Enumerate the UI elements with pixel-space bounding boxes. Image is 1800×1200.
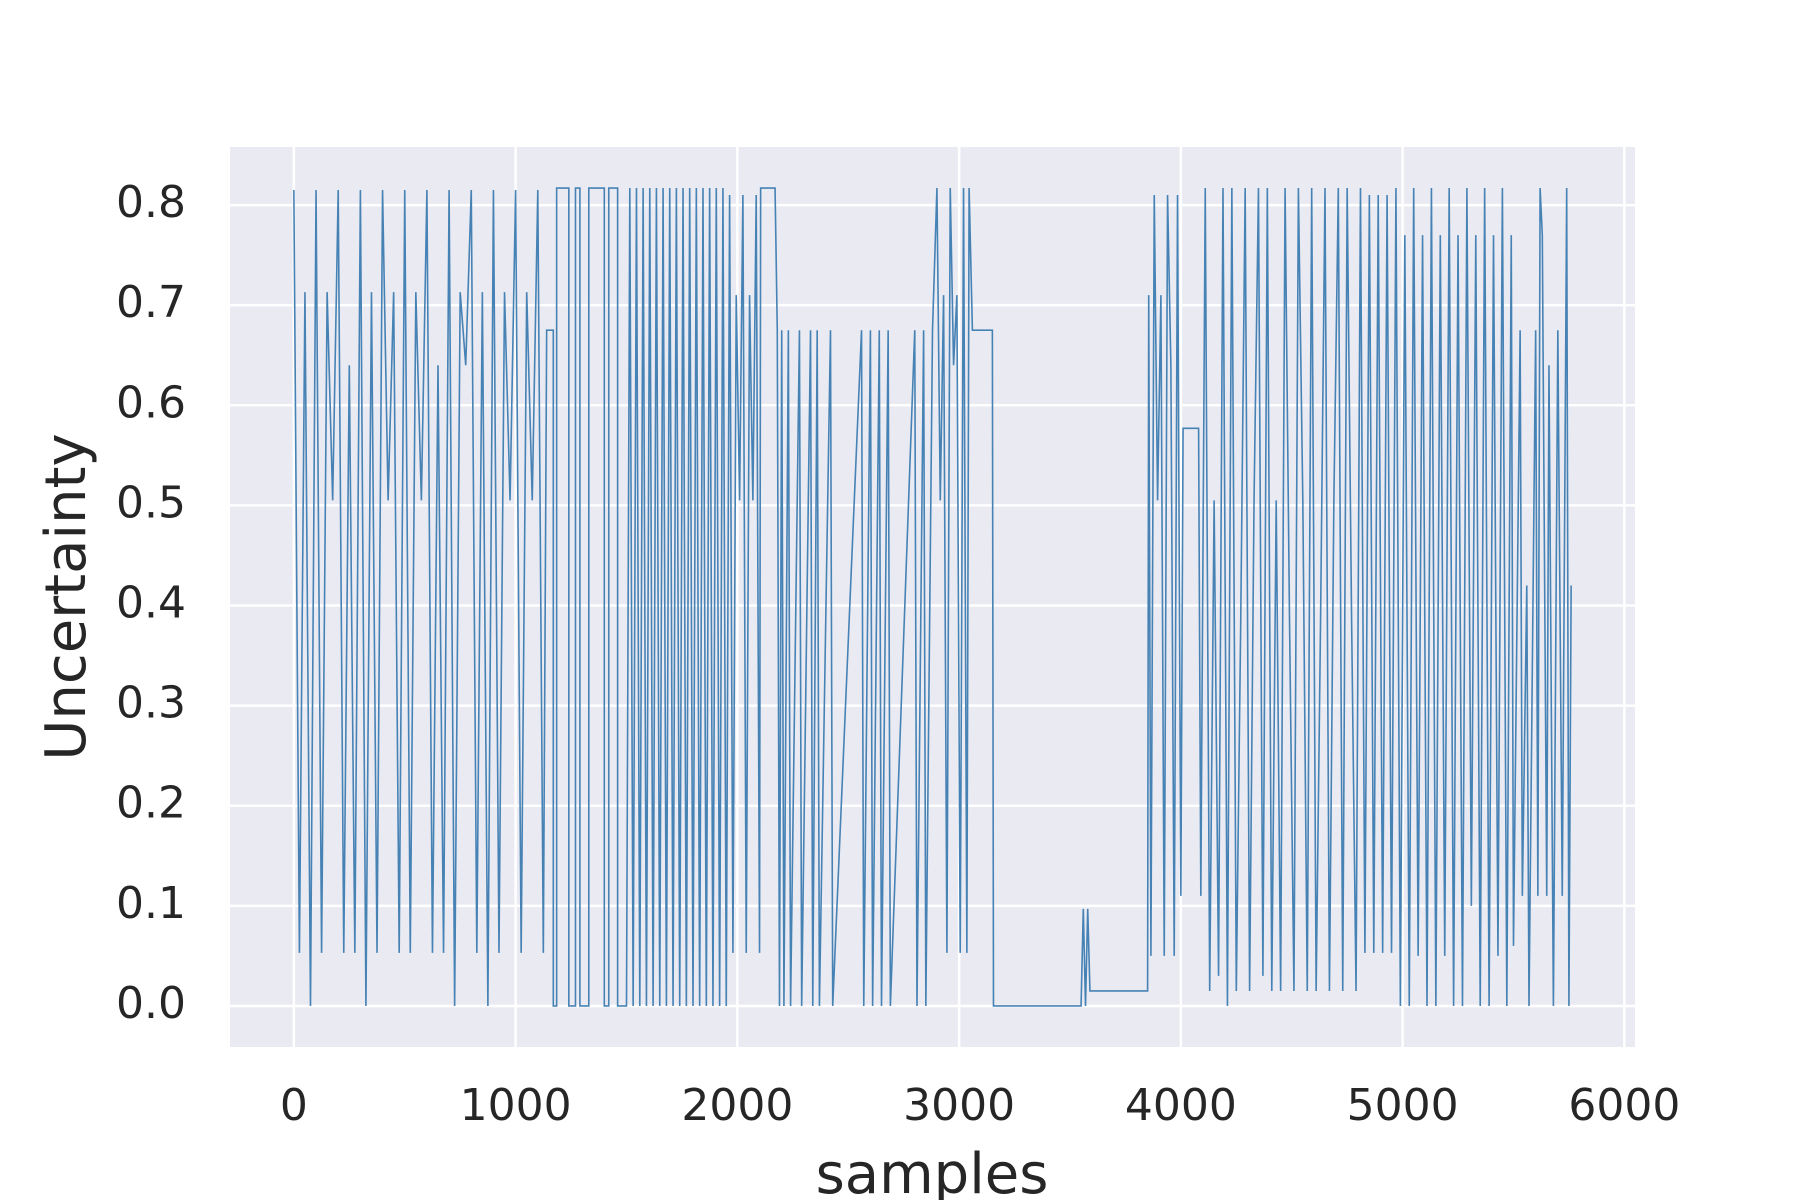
y-tick-label: 0.6 <box>116 377 186 428</box>
tick-labels: 0.0 0.1 0.2 0.3 0.4 0.5 0.6 0.7 0.8 0 1000 2000 3000… <box>116 177 1680 1131</box>
data-line <box>293 187 1572 1007</box>
y-axis-label: Uncertainty <box>34 433 99 760</box>
x-tick-label: 3000 <box>903 1080 1015 1131</box>
x-axis-label: samples <box>816 1142 1049 1200</box>
y-tick-label: 0.4 <box>116 578 186 629</box>
y-tick-label: 0.5 <box>116 477 186 528</box>
y-tick-label: 0.3 <box>116 678 186 729</box>
y-tick-label: 0.0 <box>116 978 186 1029</box>
y-tick-label: 0.8 <box>116 177 186 228</box>
x-tick-label: 2000 <box>681 1080 793 1131</box>
x-tick-label: 6000 <box>1568 1080 1680 1131</box>
y-tick-label: 0.2 <box>116 778 186 829</box>
x-tick-label: 4000 <box>1125 1080 1237 1131</box>
plot-marks <box>293 187 1572 1007</box>
x-tick-label: 0 <box>280 1080 308 1131</box>
x-tick-label: 1000 <box>460 1080 572 1131</box>
y-tick-label: 0.1 <box>116 878 186 929</box>
y-tick-label: 0.7 <box>116 277 186 328</box>
x-tick-label: 5000 <box>1347 1080 1459 1131</box>
